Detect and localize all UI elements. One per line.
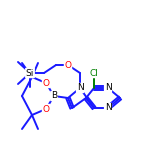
Text: O: O xyxy=(64,60,71,69)
Text: Si: Si xyxy=(26,69,34,78)
Text: O: O xyxy=(43,78,50,88)
Text: N: N xyxy=(105,83,111,93)
Text: B: B xyxy=(51,92,57,100)
Text: Cl: Cl xyxy=(90,69,98,78)
Text: O: O xyxy=(43,105,50,114)
Text: N: N xyxy=(105,104,111,112)
Text: N: N xyxy=(77,83,83,93)
